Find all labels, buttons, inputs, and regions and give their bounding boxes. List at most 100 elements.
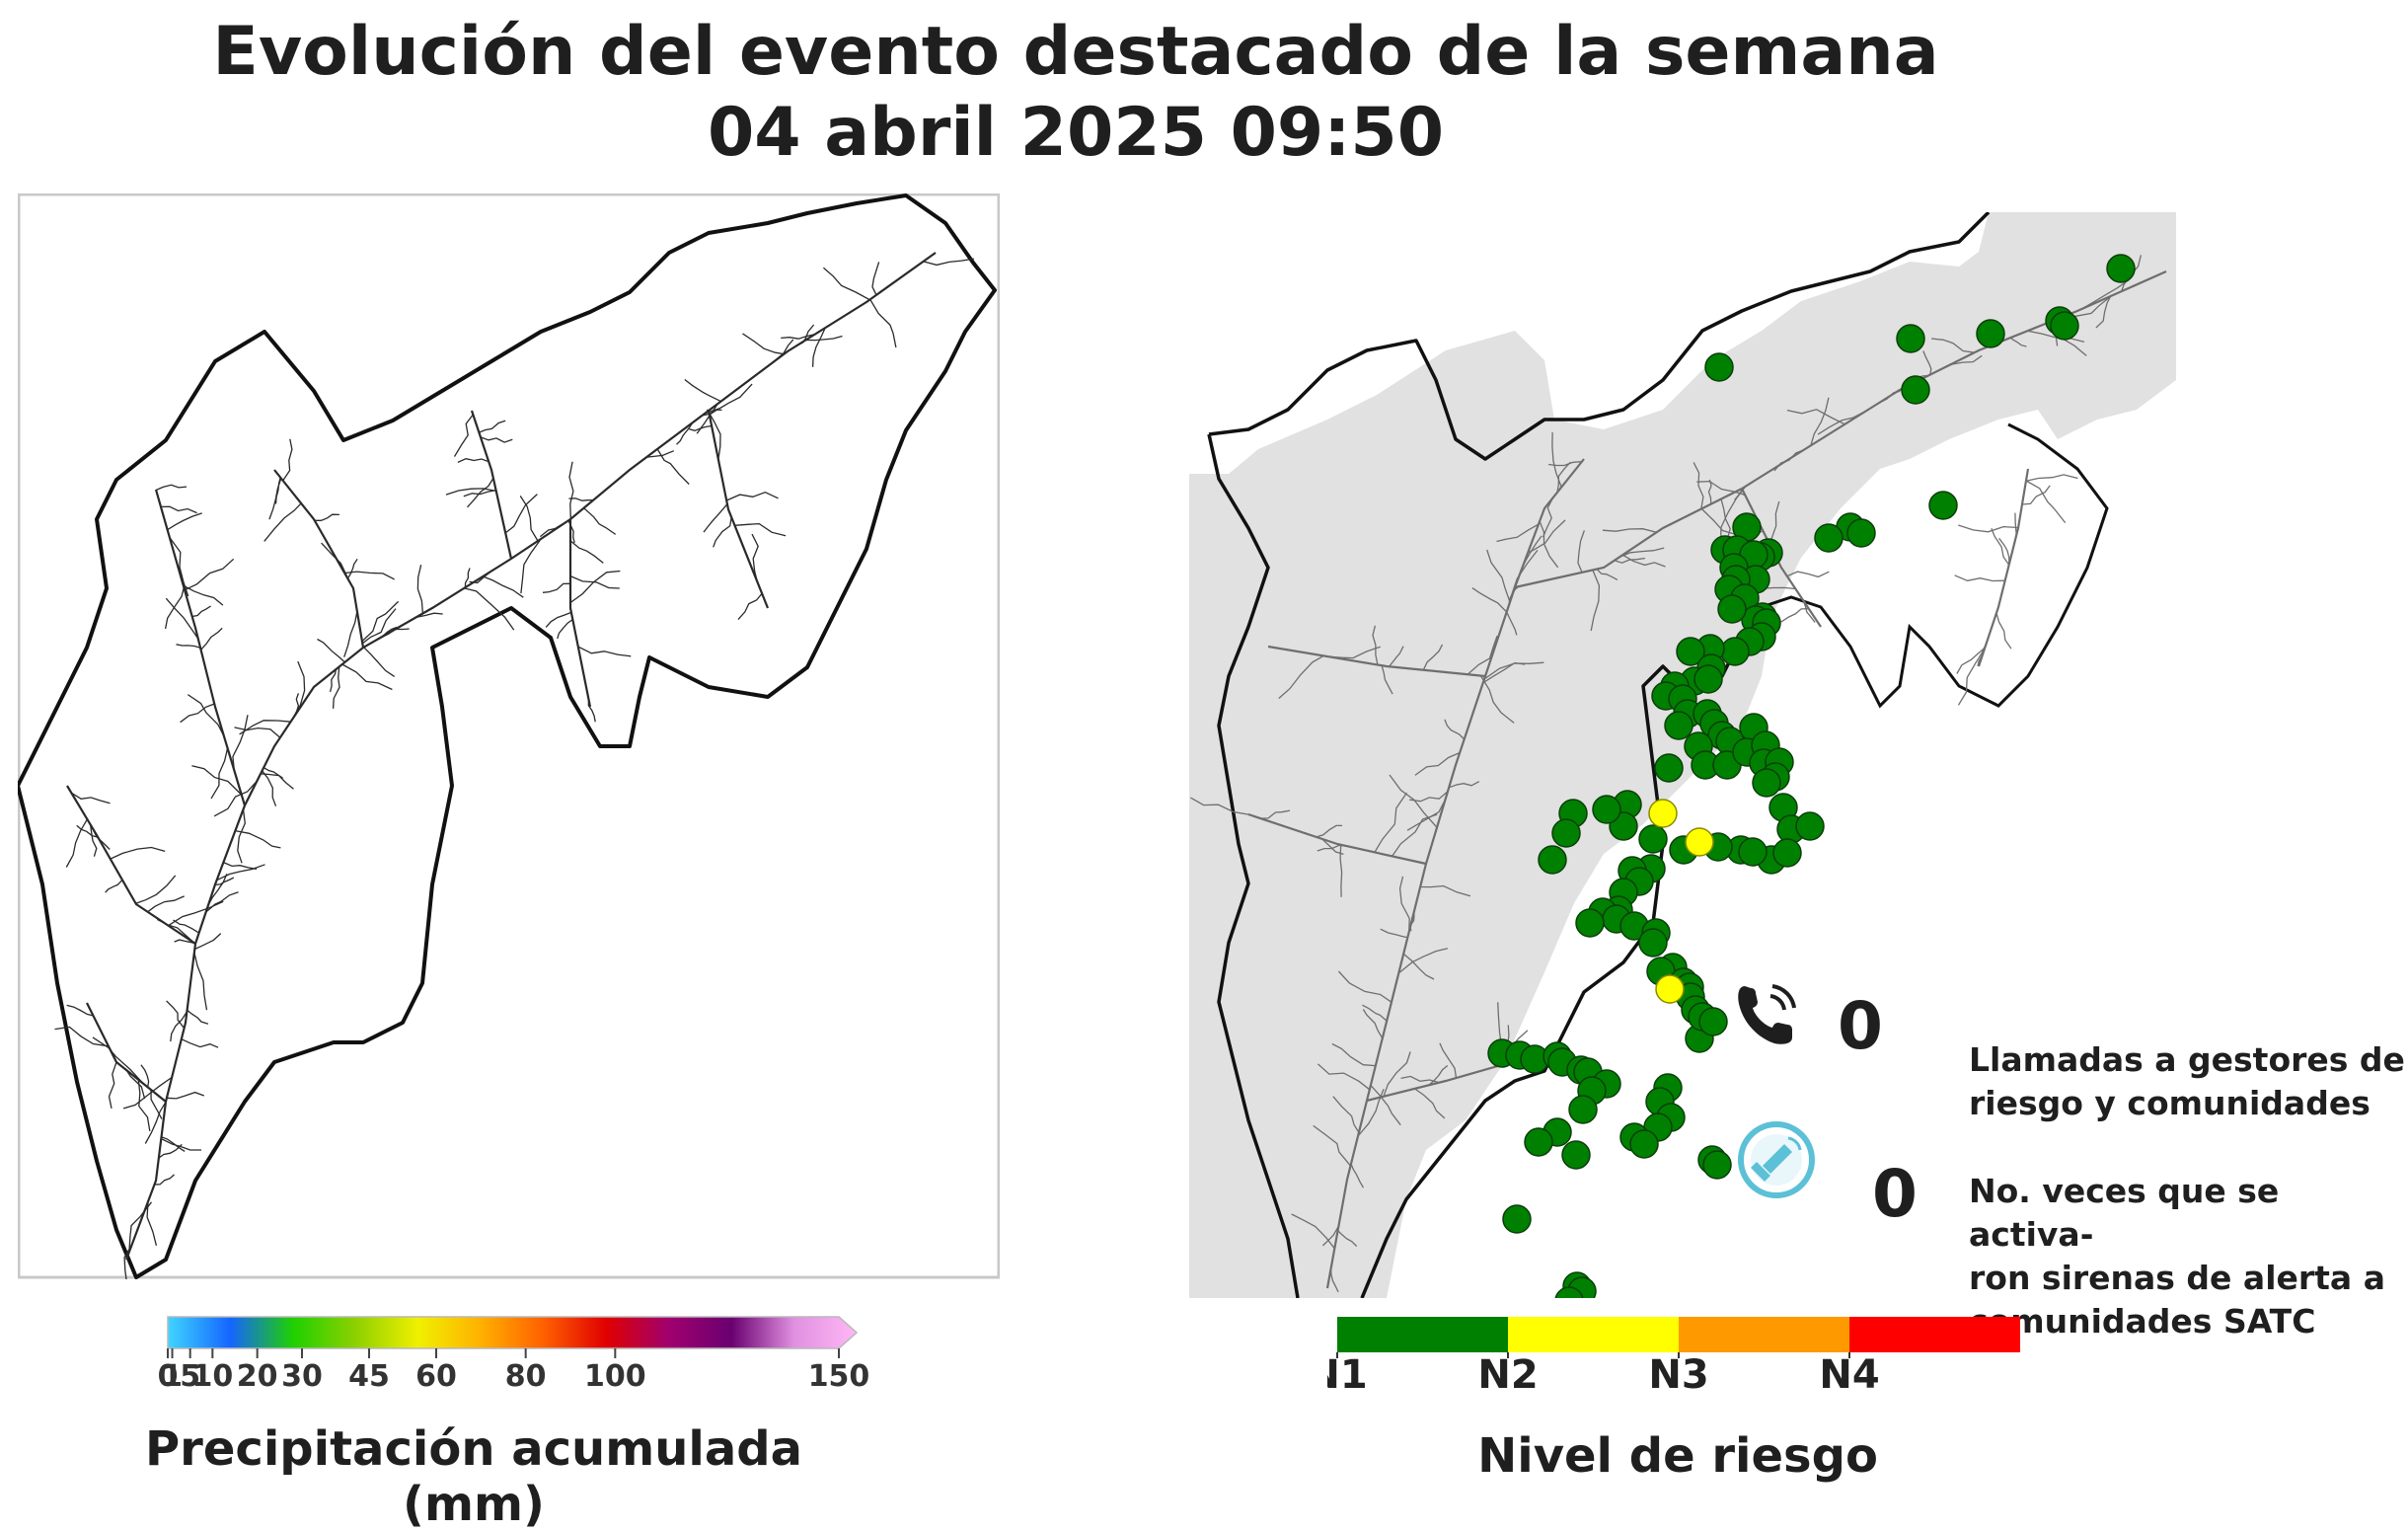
river-branch <box>1556 461 1571 494</box>
river-branch <box>174 939 195 945</box>
river-branch <box>453 414 474 457</box>
river-branch <box>1313 1124 1352 1167</box>
river-branch <box>268 478 282 520</box>
river-branch <box>1786 409 1845 425</box>
sirens-line-2: ron sirenas de alerta a <box>1969 1259 2385 1297</box>
risk-level-label: N2 <box>1477 1352 1538 1392</box>
station-marker-n1 <box>1538 845 1567 875</box>
river-branch <box>232 715 249 771</box>
river-branch <box>737 592 763 621</box>
river-branch <box>805 335 843 342</box>
river-branch <box>191 605 211 618</box>
river-branch <box>1621 554 1666 568</box>
station-marker-n1 <box>1896 324 1925 353</box>
station-marker-n1 <box>1717 594 1747 624</box>
river-branch <box>239 720 291 735</box>
river-branch <box>1397 948 1449 974</box>
river-branch <box>751 533 759 582</box>
river-branch <box>2025 474 2078 482</box>
river-branch <box>1409 911 1415 932</box>
river-branch <box>142 1083 163 1119</box>
river-branch <box>519 496 539 542</box>
river-branch <box>92 1036 144 1085</box>
river-branch <box>1420 884 1471 897</box>
station-marker-n1 <box>1814 523 1844 553</box>
station-marker-n1 <box>1720 637 1750 666</box>
river-branch <box>1316 824 1342 838</box>
river-branch <box>1922 350 1932 375</box>
station-marker-n1 <box>1698 1007 1728 1036</box>
river-branch <box>1313 835 1344 856</box>
calls-line-2: riesgo y comunidades <box>1969 1084 2370 1122</box>
river-branch <box>184 558 235 591</box>
river-branch <box>194 933 222 951</box>
river-branch <box>1321 1220 1341 1247</box>
river-branch <box>2095 295 2112 329</box>
river-branch <box>1802 599 1816 623</box>
river-branch <box>1551 431 1562 488</box>
river-branch <box>568 498 594 501</box>
river-branch <box>2025 480 2067 524</box>
river-branch <box>1406 799 1447 831</box>
river-branch <box>676 421 694 445</box>
river-branch <box>128 1201 153 1253</box>
station-marker-n1 <box>1901 375 1930 405</box>
river-branch <box>1408 791 1449 803</box>
river-branch <box>147 895 185 913</box>
station-marker-n2 <box>1648 799 1678 828</box>
station-marker-n1 <box>1976 319 2005 348</box>
river-branch <box>200 627 223 651</box>
river-branch <box>282 438 293 482</box>
phone-icon <box>1738 984 1796 1044</box>
station-marker-n1 <box>1524 1127 1553 1157</box>
station-marker-n2 <box>1685 827 1714 857</box>
river-branch <box>871 262 880 296</box>
river-branch <box>332 666 340 709</box>
river-branch <box>1422 644 1444 670</box>
river-branch <box>193 952 208 1011</box>
station-marker-n1 <box>1654 753 1684 783</box>
river-trunk <box>273 469 365 649</box>
river-branch <box>703 503 728 533</box>
region-background <box>1189 212 2176 1298</box>
station-points <box>1487 254 2136 1298</box>
river-branch <box>165 597 199 640</box>
river-branch <box>445 488 496 496</box>
river-branch <box>154 1174 175 1186</box>
river-trunk <box>568 519 592 708</box>
river-branch <box>123 1244 133 1279</box>
river-branch <box>343 610 358 657</box>
river-branch <box>1362 1004 1388 1022</box>
colorbar-tick-label: 45 <box>348 1359 390 1392</box>
river-trunk <box>1267 645 1486 678</box>
river-branch <box>1998 537 2010 566</box>
station-marker-n1 <box>2106 254 2136 283</box>
river-branch <box>65 818 88 868</box>
river-branch <box>1483 661 1544 680</box>
river-branch <box>176 644 201 649</box>
river-branch <box>166 1091 205 1100</box>
river-branch <box>583 507 617 535</box>
river-branch <box>1350 1163 1365 1188</box>
river-branch <box>569 540 604 564</box>
river-branch <box>811 327 826 367</box>
risk-segment-n2 <box>1508 1317 1679 1352</box>
river-branch <box>617 450 675 481</box>
river-branch <box>587 699 596 723</box>
sirens-line-1: No. veces que se activa- <box>1969 1172 2280 1254</box>
river-branch <box>822 267 870 301</box>
river-branch <box>213 780 258 817</box>
river-branch <box>1995 612 2012 650</box>
calls-line-1: Llamadas a gestores de <box>1969 1040 2405 1079</box>
river-branch <box>1618 547 1665 559</box>
station-marker-n1 <box>1502 1204 1532 1234</box>
river-network <box>54 252 975 1279</box>
river-branch <box>235 829 281 849</box>
river-branch <box>469 565 500 584</box>
river-branch <box>214 877 235 886</box>
river-branch <box>1496 523 1540 543</box>
station-marker-n1 <box>1676 637 1705 666</box>
river-branch <box>110 846 166 860</box>
river-branch <box>1370 1084 1401 1126</box>
river-branch <box>1954 574 2005 582</box>
